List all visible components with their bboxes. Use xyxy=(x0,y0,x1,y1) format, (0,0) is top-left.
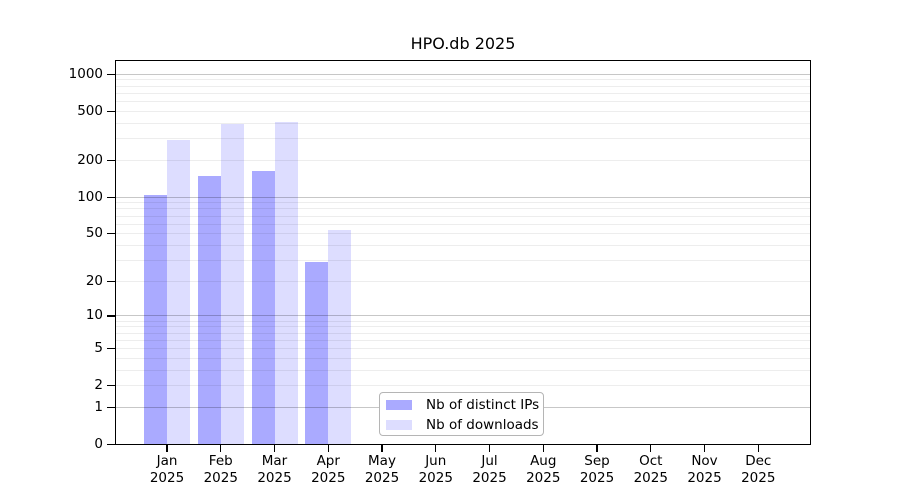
gridline-minor-30 xyxy=(115,259,811,261)
x-tick-label-dec: Dec 2025 xyxy=(741,452,776,486)
x-tick-label-jun: Jun 2025 xyxy=(418,452,453,486)
x-tick-oct xyxy=(650,445,652,452)
y-tick-label-2: 2 xyxy=(94,377,103,394)
bar-downloads-jan xyxy=(167,140,190,445)
gridline-minor-700 xyxy=(115,92,811,94)
bars-layer xyxy=(115,60,811,445)
x-tick-label-may: May 2025 xyxy=(364,452,400,486)
y-tick-100 xyxy=(107,196,115,198)
bar-distinct-ips-feb xyxy=(197,176,221,445)
y-tick-2 xyxy=(107,384,115,387)
gridline-minor-70 xyxy=(115,215,811,217)
chart-title: HPO.db 2025 xyxy=(410,34,516,53)
y-tick-label-200: 200 xyxy=(77,151,103,168)
x-tick-aug xyxy=(542,445,544,452)
plot-area xyxy=(115,59,811,445)
x-tick-jun xyxy=(435,445,437,452)
x-tick-label-aug: Aug 2025 xyxy=(526,452,561,486)
x-tick-jan xyxy=(166,445,168,452)
x-tick-label-mar: Mar 2025 xyxy=(257,452,292,486)
gridline-minor-600 xyxy=(115,101,811,103)
x-tick-sep xyxy=(596,445,598,452)
gridline-minor-50 xyxy=(115,233,811,235)
x-tick-may xyxy=(381,445,383,452)
bar-downloads-feb xyxy=(220,123,244,445)
legend: Nb of distinct IPs Nb of downloads xyxy=(378,392,544,436)
y-tick-1 xyxy=(107,406,115,408)
gridline-minor-400 xyxy=(115,122,811,124)
x-tick-label-jan: Jan 2025 xyxy=(149,452,185,486)
bar-distinct-ips-apr xyxy=(305,262,329,445)
x-tick-label-apr: Apr 2025 xyxy=(311,452,346,486)
y-tick-1000 xyxy=(107,73,115,75)
gridline-minor-500 xyxy=(115,110,811,112)
gridline-minor-4 xyxy=(115,357,811,359)
bar-downloads-apr xyxy=(328,229,352,445)
gridline-major-10 xyxy=(115,315,811,317)
y-tick-label-20: 20 xyxy=(85,272,103,289)
y-tick-label-500: 500 xyxy=(77,102,103,119)
gridline-minor-2 xyxy=(115,385,811,387)
gridline-minor-7 xyxy=(115,332,811,334)
y-tick-500 xyxy=(107,110,115,112)
y-tick-label-1: 1 xyxy=(94,398,103,415)
y-tick-5 xyxy=(107,347,115,350)
x-tick-label-oct: Oct 2025 xyxy=(633,452,668,486)
legend-label-distinct-ips: Nb of distinct IPs xyxy=(426,397,540,413)
y-tick-label-0: 0 xyxy=(94,436,103,452)
gridline-minor-6 xyxy=(115,339,811,341)
y-tick-50 xyxy=(107,233,115,235)
x-tick-feb xyxy=(220,445,222,452)
x-tick-nov xyxy=(703,445,706,452)
x-tick-label-sep: Sep 2025 xyxy=(579,452,615,486)
y-tick-label-5: 5 xyxy=(94,339,103,356)
grid-layer xyxy=(115,60,811,445)
gridline-minor-200 xyxy=(115,159,811,161)
y-tick-10 xyxy=(107,315,115,317)
y-tick-label-1000: 1000 xyxy=(68,65,103,82)
gridline-minor-5 xyxy=(115,347,811,349)
gridline-minor-60 xyxy=(115,223,811,225)
bar-distinct-ips-mar xyxy=(251,170,275,445)
gridline-minor-900 xyxy=(115,79,811,81)
gridline-major-100 xyxy=(115,196,811,198)
legend-swatch-downloads xyxy=(386,419,412,431)
x-tick-mar xyxy=(273,445,276,452)
x-tick-dec xyxy=(757,445,759,452)
bar-downloads-mar xyxy=(274,121,298,445)
gridline-minor-40 xyxy=(115,244,811,246)
x-tick-jul xyxy=(488,445,491,452)
legend-item-downloads: Nb of downloads xyxy=(380,415,543,435)
legend-label-downloads: Nb of downloads xyxy=(426,417,539,433)
gridline-minor-9 xyxy=(115,320,811,322)
gridline-minor-300 xyxy=(115,138,811,140)
gridline-minor-90 xyxy=(115,202,811,204)
gridline-major-1000 xyxy=(115,73,811,75)
y-tick-label-100: 100 xyxy=(77,188,103,205)
y-tick-label-10: 10 xyxy=(85,307,103,324)
y-tick-20 xyxy=(107,280,115,282)
y-tick-label-50: 50 xyxy=(85,225,103,242)
x-tick-label-feb: Feb 2025 xyxy=(203,452,238,486)
gridline-minor-80 xyxy=(115,208,811,210)
gridline-minor-3 xyxy=(115,369,811,371)
gridline-minor-8 xyxy=(115,326,811,328)
y-tick-0 xyxy=(107,443,115,446)
gridline-minor-800 xyxy=(115,85,811,87)
x-tick-apr xyxy=(327,445,329,452)
gridline-minor-20 xyxy=(115,280,811,282)
x-tick-label-jul: Jul 2025 xyxy=(472,452,507,486)
legend-item-distinct-ips: Nb of distinct IPs xyxy=(380,395,543,415)
y-tick-200 xyxy=(107,159,115,161)
x-tick-label-nov: Nov 2025 xyxy=(687,452,722,486)
legend-swatch-distinct-ips xyxy=(386,399,412,411)
bar-distinct-ips-jan xyxy=(144,194,167,445)
